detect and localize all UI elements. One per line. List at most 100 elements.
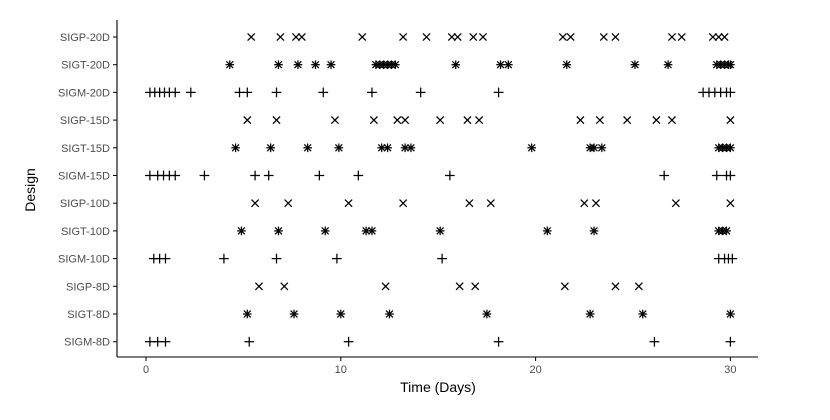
x-marker bbox=[276, 32, 285, 42]
x-marker bbox=[369, 116, 378, 125]
x-marker bbox=[453, 32, 462, 42]
y-tick-label: SIGM-8D bbox=[64, 337, 110, 349]
x-marker bbox=[297, 32, 306, 42]
x-marker bbox=[475, 116, 484, 125]
plus-marker bbox=[219, 253, 229, 264]
x-marker bbox=[463, 116, 472, 125]
plus-marker bbox=[725, 87, 736, 98]
y-tick-label: SIGT-10D bbox=[61, 226, 110, 238]
x-marker bbox=[720, 32, 729, 42]
chart-axes: SIGP-20D SIGT-20D SIGM-20D SIGP-15D SIGT-15D… bbox=[58, 20, 758, 376]
plus-marker bbox=[332, 253, 342, 264]
asterisk-marker bbox=[289, 309, 299, 319]
x-marker bbox=[436, 116, 445, 125]
asterisk-marker bbox=[303, 143, 313, 153]
x-marker bbox=[580, 199, 589, 208]
x-marker bbox=[455, 282, 464, 291]
y-axis-label: Design bbox=[22, 168, 38, 212]
asterisk-marker bbox=[585, 309, 595, 319]
x-tick-label: 10 bbox=[335, 364, 347, 376]
asterisk-marker bbox=[326, 60, 336, 70]
asterisk-marker bbox=[726, 60, 735, 70]
x-marker bbox=[465, 199, 474, 208]
x-marker bbox=[381, 282, 390, 291]
x-marker bbox=[667, 32, 677, 42]
x-marker bbox=[291, 32, 301, 42]
y-tick-label: SIGP-10D bbox=[60, 198, 110, 210]
plus-marker bbox=[271, 87, 282, 98]
x-marker bbox=[254, 282, 264, 291]
asterisk-marker bbox=[266, 143, 275, 153]
asterisk-marker bbox=[451, 60, 461, 70]
y-tick-label: SIGT-8D bbox=[67, 309, 110, 321]
plus-marker bbox=[711, 170, 722, 181]
asterisk-marker bbox=[231, 143, 240, 153]
y-tick-label: SIGM-15D bbox=[58, 171, 110, 183]
plus-marker bbox=[318, 87, 329, 98]
x-marker bbox=[671, 199, 680, 208]
asterisk-marker bbox=[320, 226, 330, 236]
x-marker bbox=[399, 199, 408, 208]
x-marker bbox=[591, 199, 601, 208]
asterisk-marker bbox=[589, 143, 599, 153]
x-marker bbox=[422, 32, 431, 42]
plus-marker bbox=[437, 253, 447, 264]
plus-marker bbox=[725, 170, 736, 181]
x-marker bbox=[599, 32, 608, 42]
plus-marker bbox=[160, 336, 171, 347]
x-marker bbox=[478, 32, 488, 42]
asterisk-marker bbox=[293, 60, 303, 70]
x-marker bbox=[344, 199, 353, 208]
x-tick-label: 20 bbox=[529, 364, 541, 376]
asterisk-marker bbox=[435, 226, 445, 236]
x-marker bbox=[576, 116, 585, 125]
plus-marker bbox=[185, 87, 196, 98]
plus-marker bbox=[445, 170, 455, 181]
plus-marker bbox=[160, 253, 171, 264]
plus-marker bbox=[415, 87, 426, 98]
plus-marker bbox=[314, 170, 325, 181]
x-marker bbox=[251, 199, 260, 208]
x-marker bbox=[708, 32, 717, 42]
chart-marks bbox=[145, 32, 738, 347]
asterisk-marker bbox=[225, 60, 235, 70]
x-marker bbox=[726, 116, 735, 125]
asterisk-marker bbox=[383, 143, 392, 153]
y-tick-label: SIGP-20D bbox=[60, 32, 110, 44]
asterisk-marker bbox=[274, 60, 283, 70]
x-marker bbox=[726, 199, 735, 208]
x-marker bbox=[667, 116, 677, 125]
asterisk-marker bbox=[311, 60, 320, 70]
plus-marker bbox=[170, 87, 181, 98]
plus-marker bbox=[725, 336, 736, 347]
asterisk-marker bbox=[722, 226, 731, 236]
plus-marker bbox=[493, 336, 504, 347]
asterisk-marker bbox=[542, 226, 552, 236]
x-marker bbox=[247, 32, 256, 42]
x-marker bbox=[714, 32, 723, 42]
x-marker bbox=[634, 282, 643, 291]
plus-marker bbox=[659, 170, 670, 181]
asterisk-marker bbox=[391, 60, 400, 70]
plus-marker bbox=[244, 336, 255, 347]
y-tick-label: SIGT-20D bbox=[61, 60, 110, 72]
x-marker bbox=[560, 282, 569, 291]
y-tick-label: SIGM-10D bbox=[58, 254, 110, 266]
plus-marker bbox=[250, 170, 260, 181]
plus-marker bbox=[263, 170, 274, 181]
asterisk-marker bbox=[242, 309, 252, 319]
asterisk-marker bbox=[504, 60, 513, 70]
plus-marker bbox=[271, 253, 282, 264]
x-marker bbox=[272, 116, 281, 125]
x-marker bbox=[566, 32, 575, 42]
asterisk-marker bbox=[367, 226, 377, 236]
asterisk-marker bbox=[630, 60, 640, 70]
x-marker bbox=[486, 199, 495, 208]
asterisk-marker bbox=[334, 143, 344, 153]
plus-marker bbox=[367, 87, 377, 98]
x-marker bbox=[358, 32, 367, 42]
x-marker bbox=[595, 116, 604, 125]
x-marker bbox=[623, 116, 632, 125]
